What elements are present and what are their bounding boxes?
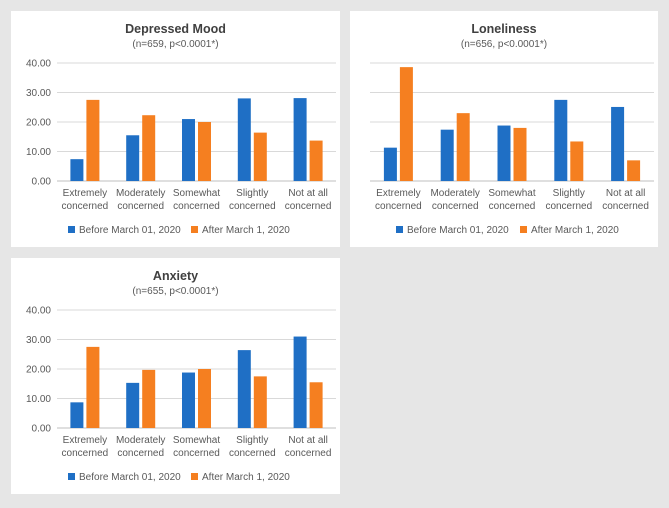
chart-title-loneliness: Loneliness	[471, 22, 536, 36]
legend-swatch-before	[68, 226, 75, 233]
legend-swatch-before	[68, 473, 75, 480]
legend-label-before: Before March 01, 2020	[79, 225, 181, 236]
category-label: Not at all	[606, 188, 645, 199]
bar-before-2	[126, 382, 140, 428]
legend-swatch-after	[191, 473, 198, 480]
bar-after-5	[627, 160, 641, 181]
category-label: Somewhat	[173, 435, 220, 446]
y-tick-label: 20.00	[26, 365, 51, 376]
legend-swatch-after	[191, 226, 198, 233]
chart-subtitle-depressed-mood: (n=659, p<0.0001*)	[132, 39, 218, 50]
chart-panel-loneliness: Loneliness (n=656, p<0.0001*) Extremely con…	[350, 11, 658, 247]
bar-before-3	[182, 372, 195, 428]
category-label: concerned	[62, 448, 109, 459]
chart-panel-anxiety: Anxiety (n=655, p<0.0001*) 40.00 30.00 20.00…	[11, 258, 340, 494]
category-label: concerned	[229, 201, 276, 212]
bar-before-5	[293, 98, 307, 181]
category-label: concerned	[489, 201, 536, 212]
category-label: concerned	[545, 201, 592, 212]
category-label: Slightly	[236, 435, 268, 446]
y-tick-label: 0.00	[32, 424, 52, 435]
y-tick-label: 40.00	[26, 59, 51, 70]
legend-label-after: After March 1, 2020	[202, 472, 290, 483]
category-label: concerned	[173, 201, 220, 212]
y-tick-label: 30.00	[26, 335, 51, 346]
bar-after-1	[86, 346, 100, 428]
category-label: Slightly	[553, 188, 585, 199]
legend-swatch-after	[520, 226, 527, 233]
legend-swatch-before	[396, 226, 403, 233]
bar-before-4	[237, 350, 251, 428]
category-label: Extremely	[376, 188, 420, 199]
chart-svg-anxiety: Anxiety (n=655, p<0.0001*) 40.00 30.00 20.00…	[26, 269, 336, 483]
bar-before-4	[554, 99, 568, 181]
y-tick-label: 0.00	[32, 177, 52, 188]
bar-after-1	[86, 99, 100, 181]
category-label: Slightly	[236, 188, 268, 199]
category-label: concerned	[375, 201, 422, 212]
bar-after-2	[456, 113, 470, 181]
bar-before-1	[70, 402, 84, 428]
bar-before-3	[182, 119, 195, 181]
bar-after-4	[570, 141, 584, 181]
bar-before-4	[237, 98, 251, 181]
category-label: Somewhat	[488, 188, 535, 199]
category-label: Not at all	[288, 435, 327, 446]
chart-title-depressed-mood: Depressed Mood	[125, 22, 226, 36]
bar-before-3	[497, 125, 511, 181]
category-label: Moderately	[116, 188, 165, 199]
legend-label-after: After March 1, 2020	[531, 225, 619, 236]
bar-before-1	[383, 147, 397, 181]
bar-after-4	[253, 132, 267, 181]
category-label: Moderately	[116, 435, 165, 446]
chart-subtitle-anxiety: (n=655, p<0.0001*)	[132, 286, 218, 297]
category-label: concerned	[285, 448, 332, 459]
category-label: Not at all	[288, 188, 327, 199]
category-label: concerned	[602, 201, 649, 212]
bar-after-2	[142, 369, 156, 428]
category-label: concerned	[432, 201, 479, 212]
y-tick-label: 10.00	[26, 394, 51, 405]
bar-after-1	[399, 67, 413, 181]
bar-before-5	[293, 336, 307, 428]
bar-before-2	[126, 135, 140, 181]
category-label: concerned	[229, 448, 276, 459]
category-label: concerned	[285, 201, 332, 212]
chart-title-anxiety: Anxiety	[153, 269, 198, 283]
y-tick-label: 20.00	[26, 118, 51, 129]
category-label: Extremely	[63, 435, 107, 446]
bar-before-1	[70, 159, 84, 181]
bar-after-3	[198, 122, 211, 181]
chart-svg-depressed-mood: Depressed Mood (n=659, p<0.0001*) 40.00 30.…	[26, 22, 336, 236]
category-label: Somewhat	[173, 188, 220, 199]
category-label: Moderately	[430, 188, 479, 199]
y-tick-label: 40.00	[26, 306, 51, 317]
category-label: Extremely	[63, 188, 107, 199]
category-label: concerned	[117, 448, 164, 459]
category-label: concerned	[117, 201, 164, 212]
bar-after-3	[513, 127, 527, 181]
y-tick-label: 10.00	[26, 147, 51, 158]
chart-svg-loneliness: Loneliness (n=656, p<0.0001*) Extremely con…	[370, 22, 654, 236]
category-label: concerned	[62, 201, 109, 212]
chart-panel-depressed-mood: Depressed Mood (n=659, p<0.0001*) 40.00 30.…	[11, 11, 340, 247]
legend-label-after: After March 1, 2020	[202, 225, 290, 236]
y-tick-label: 30.00	[26, 88, 51, 99]
bar-after-2	[142, 115, 156, 181]
chart-subtitle-loneliness: (n=656, p<0.0001*)	[461, 39, 547, 50]
bar-before-5	[611, 106, 625, 181]
bar-before-2	[440, 129, 454, 181]
legend-label-before: Before March 01, 2020	[407, 225, 509, 236]
bar-after-5	[309, 140, 323, 181]
bar-after-5	[309, 382, 323, 428]
bar-after-3	[198, 369, 211, 428]
category-label: concerned	[173, 448, 220, 459]
legend-label-before: Before March 01, 2020	[79, 472, 181, 483]
bar-after-4	[253, 376, 267, 428]
